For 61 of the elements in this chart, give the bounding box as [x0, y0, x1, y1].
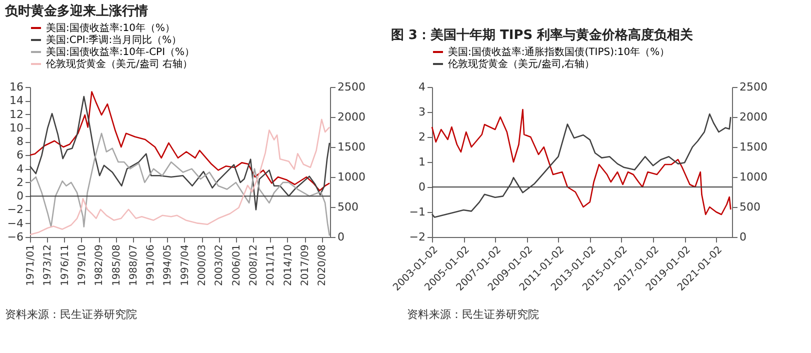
- x-tick-label: 1982/09: [94, 244, 106, 286]
- chart-title: 负时黄金多迎来上涨行情: [4, 3, 148, 19]
- y-tick-label: 0: [418, 180, 426, 194]
- x-tick-label: 1979/10: [76, 244, 88, 286]
- y-tick-label: 0: [16, 190, 24, 203]
- y-tick-label: 1: [418, 156, 426, 168]
- chart-title: 图 3：美国十年期 TIPS 利率与黄金价格高度负相关: [390, 27, 694, 43]
- y2-tick-label: 1500: [740, 140, 768, 154]
- line-series: [29, 96, 330, 210]
- y2-tick-label: 0: [740, 230, 746, 244]
- x-tick-label: 1976/11: [60, 244, 71, 286]
- x-tick-label: 2020/08: [317, 244, 328, 286]
- y-tick-label: 8: [16, 135, 24, 148]
- y-tick-label: −4: [7, 216, 24, 230]
- x-tick-label: 1973/12: [42, 244, 54, 286]
- y-tick-label: 16: [10, 80, 24, 94]
- legend-label: 美国:国债收益率:通胀指数国债(TIPS):10年（%）: [448, 46, 670, 58]
- x-tick-label: 1988/07: [128, 244, 140, 286]
- legend-label: 美国:国债收益率:10年（%）: [46, 22, 175, 34]
- y-tick-label: −6: [7, 230, 24, 244]
- x-tick-label: 1994/05: [162, 244, 174, 286]
- y-tick-label: −2: [7, 203, 24, 216]
- x-tick-label: 2003/02: [214, 244, 226, 286]
- y-tick-label: 4: [418, 80, 426, 94]
- x-tick-label: 1997/04: [180, 244, 191, 286]
- y2-tick-label: 2500: [740, 80, 768, 94]
- x-tick-label: 2006/01: [231, 244, 242, 286]
- x-tick-label: 1991/06: [146, 244, 157, 286]
- y-tick-label: 10: [10, 121, 24, 134]
- y-tick-label: −2: [409, 230, 426, 244]
- y-tick-label: 2: [418, 130, 426, 144]
- text: 资料来源：民生证券研究院: [407, 308, 539, 321]
- y2-tick-label: 2500: [338, 80, 366, 94]
- y-tick-label: −1: [409, 206, 426, 218]
- legend-label: 美国:国债收益率:10年-CPI（%）: [46, 46, 195, 58]
- y2-tick-label: 500: [338, 200, 358, 214]
- x-tick-label: 2011/11: [266, 244, 277, 286]
- y-tick-label: 12: [10, 108, 24, 121]
- legend-label: 伦敦现货黄金（美元/盎司 右轴）: [46, 58, 193, 70]
- x-tick-label: 2000/03: [197, 244, 208, 286]
- y-tick-label: 4: [16, 162, 24, 176]
- text: 资料来源：民生证券研究院: [5, 308, 137, 321]
- y2-tick-label: 2000: [338, 110, 366, 124]
- y2-tick-label: 1000: [338, 170, 366, 184]
- legend-label: 伦敦现货黄金（美元/盎司,右轴）: [448, 58, 595, 70]
- y2-tick-label: 2000: [740, 110, 768, 124]
- y2-tick-label: 1500: [338, 140, 366, 154]
- y2-tick-label: 500: [740, 200, 760, 214]
- x-tick-label: 2014/10: [282, 244, 294, 286]
- y-tick-label: 14: [10, 94, 24, 108]
- y2-tick-label: 1000: [740, 170, 768, 184]
- legend-label: 美国:CPI:季调:当月同比（%）: [46, 34, 182, 46]
- x-tick-label: 1985/08: [111, 244, 122, 286]
- y2-tick-label: 0: [338, 230, 344, 244]
- x-tick-label: 1971/01: [26, 244, 36, 286]
- line-series: [29, 91, 330, 192]
- y-tick-label: 6: [16, 148, 24, 162]
- y-tick-label: 3: [418, 106, 426, 118]
- y-tick-label: 2: [16, 176, 24, 189]
- x-tick-label: 2017/09: [300, 244, 312, 286]
- x-tick-label: 2008/12: [248, 244, 260, 286]
